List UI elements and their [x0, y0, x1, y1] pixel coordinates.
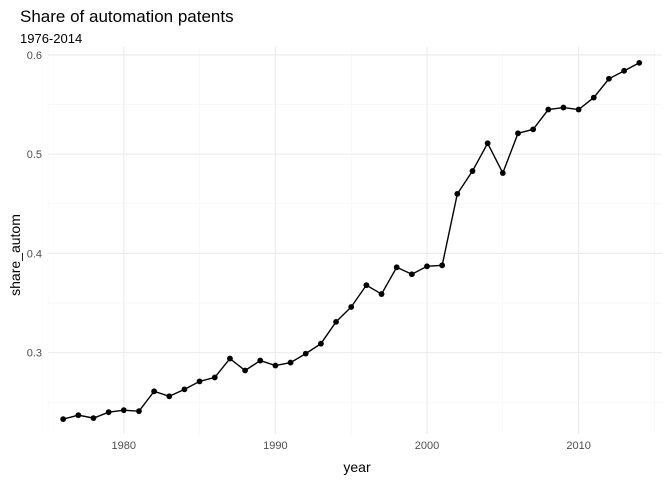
- x-tick-label: 1990: [263, 440, 287, 452]
- data-point: [576, 107, 582, 113]
- data-point: [333, 319, 339, 325]
- y-tick-label: 0.3: [27, 348, 42, 360]
- grid: [48, 47, 662, 434]
- x-tick-label: 2000: [415, 440, 439, 452]
- data-point: [561, 105, 567, 111]
- data-point: [288, 360, 294, 366]
- data-point: [136, 408, 142, 414]
- tick-labels: 1980 1990 2000 2010 0.3 0.4 0.5 0.6: [27, 50, 591, 452]
- data-point: [545, 107, 551, 113]
- y-axis-title: share_autom: [7, 214, 23, 296]
- data-point: [151, 388, 157, 394]
- data-point: [257, 358, 263, 364]
- data-point: [485, 140, 491, 146]
- data-point: [500, 170, 506, 176]
- data-point: [242, 368, 248, 374]
- data-point: [121, 407, 127, 413]
- x-axis-title: year: [343, 459, 371, 475]
- data-point: [591, 95, 597, 101]
- chart-title: Share of automation patents: [20, 7, 234, 26]
- data-point: [75, 412, 81, 418]
- data-point: [424, 263, 430, 269]
- data-point: [212, 375, 218, 381]
- data-point: [409, 271, 415, 277]
- data-point: [303, 351, 309, 357]
- y-tick-label: 0.4: [27, 248, 42, 260]
- data-point: [197, 379, 203, 385]
- data-point: [91, 415, 97, 421]
- data-point: [394, 264, 400, 270]
- x-tick-label: 2010: [566, 440, 590, 452]
- data-point: [318, 341, 324, 347]
- x-tick-label: 1980: [112, 440, 136, 452]
- data-point: [106, 409, 112, 415]
- data-point: [439, 262, 445, 268]
- data-point: [273, 363, 279, 369]
- data-point: [515, 130, 521, 136]
- data-point: [636, 60, 642, 66]
- data-point: [363, 282, 369, 288]
- data-point: [348, 304, 354, 310]
- data-point: [606, 76, 612, 82]
- data-point: [60, 416, 66, 422]
- chart-subtitle: 1976-2014: [20, 31, 82, 46]
- data-point: [166, 393, 172, 399]
- data-point: [621, 68, 627, 74]
- data-point: [530, 126, 536, 132]
- data-point: [454, 191, 460, 197]
- y-tick-label: 0.6: [27, 50, 42, 62]
- data-point: [470, 168, 476, 174]
- y-tick-label: 0.5: [27, 149, 42, 161]
- data-point: [379, 291, 385, 297]
- data-point: [182, 386, 188, 392]
- data-point: [227, 356, 233, 362]
